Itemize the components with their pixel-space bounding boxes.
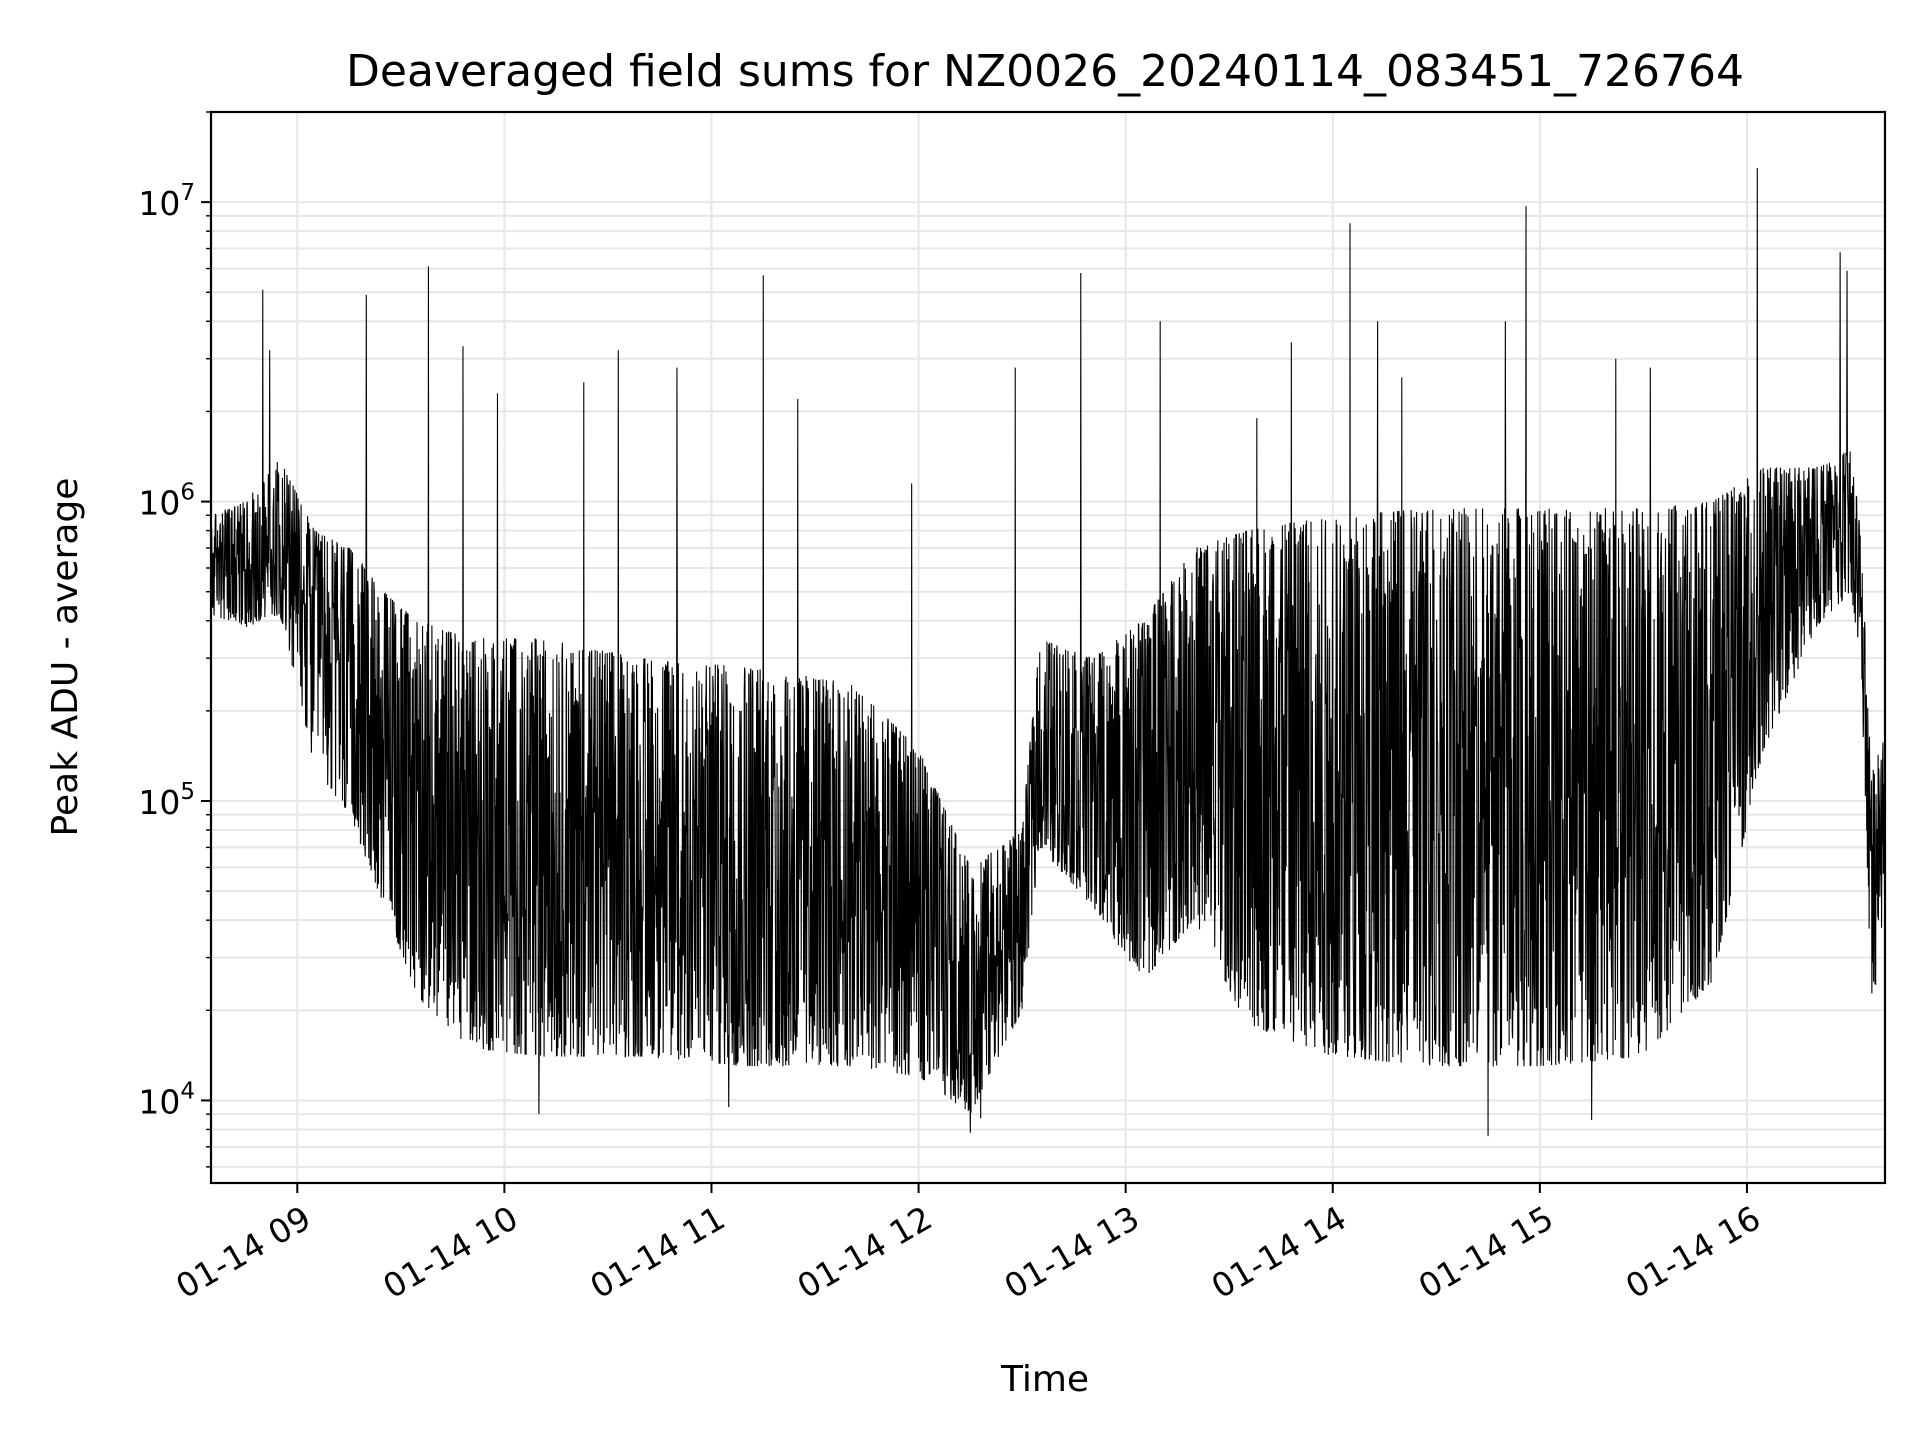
y-tick-label: 104 [138, 1078, 195, 1121]
y-tick-base: 10 [138, 184, 180, 223]
y-tick-label: 107 [138, 180, 195, 223]
y-axis-label: Peak ADU - average [45, 478, 86, 837]
plot-layer [211, 168, 1885, 1137]
y-tick-exponent: 5 [180, 779, 195, 805]
y-tick-exponent: 6 [180, 480, 195, 506]
y-tick-exponent: 4 [180, 1078, 195, 1104]
y-tick-label: 105 [138, 779, 195, 822]
y-tick-base: 10 [138, 1082, 180, 1121]
y-tick-base: 10 [138, 484, 180, 523]
y-tick-base: 10 [138, 783, 180, 822]
x-axis-label: Time [1000, 1359, 1089, 1400]
chart-title: Deaveraged field sums for NZ0026_2024011… [346, 46, 1744, 97]
series-line [211, 168, 1885, 1137]
y-tick-exponent: 7 [180, 180, 195, 206]
plot-frame [209, 110, 1887, 1185]
y-tick-label: 106 [138, 480, 195, 523]
